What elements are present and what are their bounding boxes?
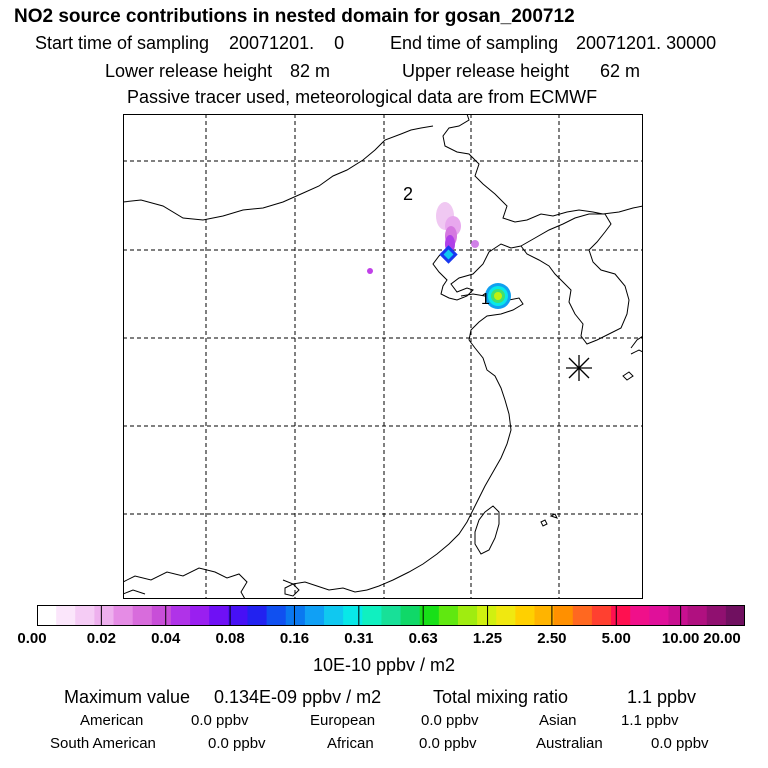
region-name: Australian (536, 735, 603, 752)
map-frame (123, 114, 643, 599)
colorbar-cell (630, 605, 650, 626)
end-time-label: End time of sampling (390, 33, 559, 53)
region-value: 0.0 ppbv (651, 735, 709, 752)
region-value: 0.0 ppbv (208, 735, 266, 752)
colorbar-cell (553, 605, 574, 626)
colorbar-tick-label: 10.00 (661, 630, 700, 647)
colorbar-unit: 10E-10 ppbv / m2 (312, 655, 456, 675)
colorbar-tick-label: 20.00 (703, 630, 741, 647)
region-name: Asian (539, 712, 577, 729)
coastlines (123, 114, 643, 599)
colorbar-tick-label: 0.04 (151, 630, 181, 647)
region-value: 0.0 ppbv (191, 712, 249, 729)
colorbar-cell (438, 605, 459, 626)
region-value: 1.1 ppbv (621, 712, 679, 729)
colorbar-cell (113, 605, 134, 626)
source-2-hotspot (439, 245, 458, 264)
colorbar-tick-label: 2.50 (537, 630, 567, 647)
colorbar-tick-label: 0.16 (279, 630, 310, 647)
colorbar-tick-label: 0.08 (215, 630, 245, 647)
colorbar-tick-label: 1.25 (472, 630, 503, 647)
colorbar-cell (362, 605, 382, 626)
colorbar-cell (611, 605, 631, 626)
colorbar-cell (381, 605, 402, 626)
colorbar-tick-label: 0.31 (344, 630, 374, 647)
colorbar-cell (515, 605, 536, 626)
colorbar-cell (266, 605, 287, 626)
end-time-value: 20071201. 30000 (576, 33, 717, 53)
lower-release-value: 82 m (290, 61, 331, 81)
max-value-label: Maximum value (64, 687, 191, 707)
colorbar-tick-label: 0.00 (17, 630, 47, 647)
colorbar-cell (572, 605, 593, 626)
colorbar-cell (132, 605, 153, 626)
colorbar-cell (687, 605, 708, 626)
colorbar-cell (534, 605, 555, 626)
colorbar-cell (477, 605, 497, 626)
colorbar-cell (400, 605, 421, 626)
region-name: South American (50, 735, 156, 752)
max-value: 0.134E-09 ppbv / m2 (214, 687, 382, 707)
colorbar-cell (151, 605, 172, 626)
region-name: European (310, 712, 376, 729)
upper-release-label: Upper release height (402, 61, 570, 81)
colorbar-cell (228, 605, 248, 626)
asterisk-icon (566, 355, 592, 381)
source-label-1: 1 (481, 291, 490, 308)
region-name: African (327, 735, 374, 752)
colorbar-cell (209, 605, 229, 626)
colorbar-cell (75, 605, 95, 626)
upper-release-value: 62 m (600, 61, 641, 81)
colorbar-cell (725, 605, 745, 626)
lat-lon-grid (123, 114, 643, 599)
colorbar-tick-label: 0.02 (86, 630, 116, 647)
region-value: 0.0 ppbv (419, 735, 477, 752)
colorbar-cell (457, 605, 478, 626)
colorbar (37, 605, 745, 626)
lower-release-label: Lower release height (105, 61, 273, 81)
tracer-plume (367, 202, 479, 274)
colorbar-cell (190, 605, 210, 626)
colorbar-tick-label: 0.63 (408, 630, 438, 647)
colorbar-cell (285, 605, 306, 626)
colorbar-cell (496, 605, 516, 626)
colorbar-cell (170, 605, 191, 626)
colorbar-cell (706, 605, 727, 626)
source-label-2: 2 (403, 184, 413, 204)
colorbar-cell (304, 605, 325, 626)
start-time-value: 20071201. 0 (229, 33, 345, 53)
colorbar-cell (56, 605, 76, 626)
colorbar-cell (343, 605, 363, 626)
colorbar-tick-label: 5.00 (601, 630, 631, 647)
colorbar-cell (419, 605, 440, 626)
total-mixing-label: Total mixing ratio (433, 687, 569, 707)
region-name: American (80, 712, 144, 729)
colorbar-cell (37, 605, 57, 626)
colorbar-cell (668, 605, 689, 626)
colorbar-cell (324, 605, 344, 626)
start-time-label: Start time of sampling (35, 33, 210, 53)
total-mixing-value: 1.1 ppbv (627, 687, 697, 707)
source-1-hotspot (485, 283, 511, 309)
colorbar-cell (247, 605, 268, 626)
colorbar-cell (649, 605, 669, 626)
map-panel: 2 1 (123, 114, 643, 599)
plot-title: NO2 source contributions in nested domai… (14, 6, 575, 27)
tracer-note: Passive tracer used, meteorological data… (127, 87, 598, 107)
colorbar-cell (94, 605, 115, 626)
colorbar-cell (591, 605, 612, 626)
region-value: 0.0 ppbv (421, 712, 479, 729)
